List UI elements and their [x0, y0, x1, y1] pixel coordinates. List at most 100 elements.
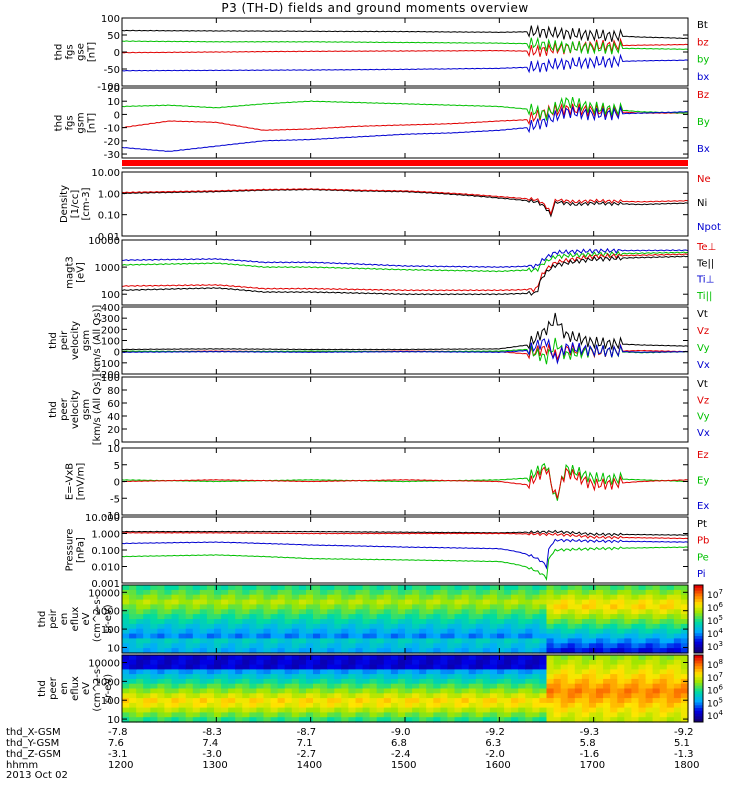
spectrogram-cell [539, 659, 548, 666]
spectrogram-cell [157, 623, 166, 630]
spectrogram-cell [603, 599, 611, 606]
spectrogram-cell [256, 633, 265, 640]
spectrogram-cell [596, 594, 604, 601]
spectrogram-cell [143, 702, 151, 709]
spectrogram-cell [192, 659, 201, 666]
spectrogram-cell [242, 638, 250, 644]
spectrogram-cell [454, 589, 463, 596]
colorbar-cell [694, 593, 703, 597]
spectrogram-cell [475, 599, 484, 606]
spectrogram-cell [199, 609, 208, 615]
spectrogram-cell [680, 702, 689, 709]
spectrogram-cell [596, 712, 604, 718]
spectrogram-cell [405, 674, 413, 680]
spectrogram-cell [291, 678, 300, 685]
spectrogram-cell [221, 609, 229, 615]
spectrogram-cell [327, 614, 335, 620]
spectrogram-cell [419, 623, 427, 630]
spectrogram-cell [270, 693, 279, 699]
spectrogram-cell [235, 707, 243, 713]
spectrogram-cell [631, 628, 640, 635]
spectrogram-cell [122, 688, 130, 694]
spectrogram-cell [199, 619, 208, 625]
spectrogram-cell [291, 712, 300, 718]
spectrogram-cell [525, 609, 533, 615]
spectrogram-cell [447, 688, 456, 694]
spectrogram-cell [546, 594, 555, 601]
spectrogram-cell [263, 688, 272, 694]
spectrogram-cell [518, 702, 526, 709]
spectrogram-cell [504, 589, 512, 596]
y-tick-label: 0 [114, 348, 120, 359]
spectrogram-cell [185, 655, 194, 661]
orbit-row-value: -2.0 [485, 749, 505, 760]
spectrogram-cell [150, 683, 158, 690]
spectrogram-cell [270, 688, 279, 694]
spectrogram-cell [334, 678, 342, 685]
spectrogram-cell [249, 707, 258, 713]
spectrogram-cell [214, 693, 222, 699]
spectrogram-cell [270, 648, 279, 654]
spectrogram-cell [489, 648, 498, 654]
spectrogram-cell [390, 717, 399, 723]
spectrogram-cell [546, 693, 555, 699]
spectrogram-cell [199, 628, 208, 635]
spectrogram-cell [362, 693, 371, 699]
spectrogram-cell [298, 664, 307, 670]
spectrogram-cell [511, 589, 519, 596]
spectrogram-cell [567, 599, 576, 606]
spectrogram-cell [206, 717, 215, 723]
spectrogram-cell [327, 669, 335, 675]
spectrogram-cell [284, 717, 293, 723]
spectrogram-cell [454, 659, 463, 666]
spectrogram-cell [320, 599, 328, 606]
spectrogram-cell [433, 633, 441, 640]
colorbar-cell [694, 691, 703, 695]
spectrogram-cell [574, 648, 583, 654]
colorbar-cell [694, 587, 703, 592]
spectrogram-cell [221, 604, 229, 610]
spectrogram-cell [355, 669, 364, 675]
spectrogram-cell [192, 688, 201, 694]
spectrogram-cell [673, 614, 682, 620]
spectrogram-cell [489, 712, 498, 718]
spectrogram-cell [397, 655, 406, 661]
spectrogram-cell [270, 712, 279, 718]
spectrogram-cell [242, 717, 250, 723]
spectrogram-cell [369, 614, 378, 620]
spectrogram-cell [532, 585, 541, 591]
spectrogram-cell [666, 643, 675, 649]
spectrogram-cell [122, 619, 130, 625]
spectrogram-cell [553, 599, 562, 606]
spectrogram-cell [150, 609, 158, 615]
series-by [121, 36, 689, 55]
spectrogram-cell [129, 693, 137, 699]
y-axis-label: peir [48, 608, 59, 628]
spectrogram-cell [228, 674, 236, 680]
spectrogram-cell [221, 655, 229, 661]
spectrogram-cell [412, 623, 420, 630]
spectrogram-cell [546, 678, 555, 685]
spectrogram-cell [567, 683, 576, 690]
spectrogram-cell [596, 643, 604, 649]
spectrogram-cell [426, 683, 434, 690]
spectrogram-cell [412, 614, 420, 620]
spectrogram-cell [143, 648, 151, 654]
spectrogram-cell [518, 693, 526, 699]
spectrogram-cell [412, 717, 420, 723]
spectrogram-cell [171, 664, 180, 670]
spectrogram-cell [539, 643, 548, 649]
spectrogram-cell [362, 664, 371, 670]
spectrogram-cell [171, 712, 180, 718]
legend-Pe: Pe [697, 552, 709, 563]
spectrogram-cell [157, 594, 166, 601]
colorbar-frame [693, 584, 704, 654]
spectrogram-cell [214, 633, 222, 640]
spectrogram-cell [270, 638, 279, 644]
spectrogram-cell [199, 669, 208, 675]
legend-bz: bz [697, 37, 709, 48]
spectrogram-cell [525, 669, 533, 675]
legend-Te||: Te|| [696, 258, 714, 269]
spectrogram-cell [341, 698, 349, 704]
spectrogram-cell [320, 585, 328, 591]
